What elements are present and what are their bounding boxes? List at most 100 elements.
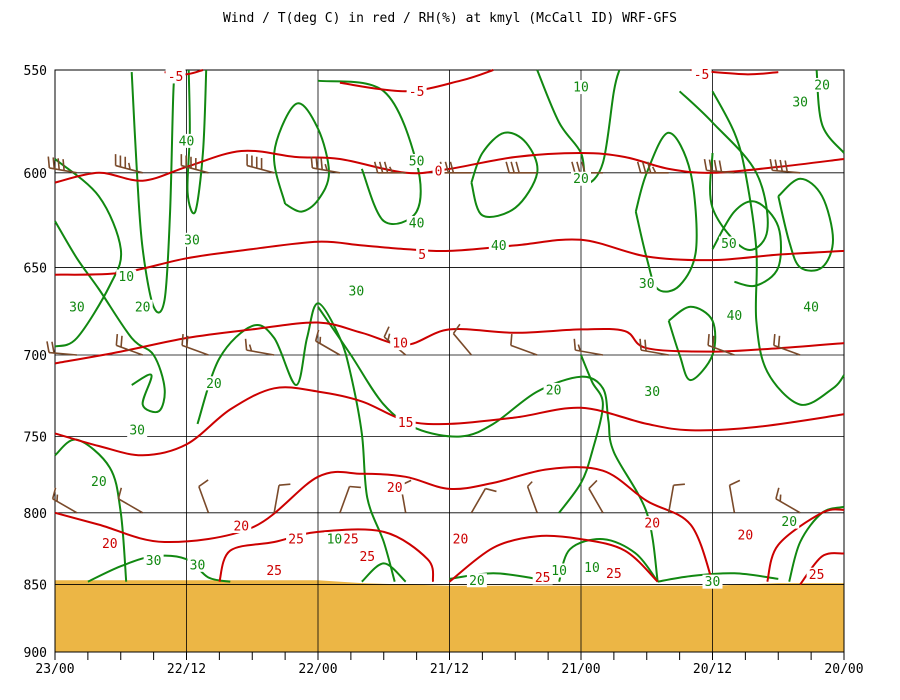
wind-barb <box>573 338 604 356</box>
temperature-contour-label: 20 <box>387 481 403 496</box>
y-tick-label: 550 <box>24 64 47 79</box>
wind-barb <box>244 338 275 356</box>
wind-barb <box>180 154 209 174</box>
contour-label-bg <box>450 532 471 547</box>
temperature-contour-label: 0 <box>435 164 443 179</box>
wind-barb <box>314 329 341 356</box>
wind-barb <box>639 338 669 356</box>
contour-label-bg <box>636 276 657 291</box>
contour-label-bg <box>88 474 109 489</box>
temperature-contour-label: 20 <box>453 533 469 548</box>
temperature-contour <box>54 238 845 276</box>
temperature-contour-label: 25 <box>809 568 825 583</box>
contour-label-bg <box>801 299 822 314</box>
contour-label-bg <box>718 236 739 251</box>
rh-contour <box>196 302 396 582</box>
temperature-contour-label: 25 <box>288 533 304 548</box>
rh-contour-label: 40 <box>491 239 507 254</box>
rh-contour-label: 30 <box>792 95 808 110</box>
wind-barb <box>246 154 275 174</box>
rh-contour-label: 10 <box>573 81 589 96</box>
contour-label-bg <box>340 532 361 547</box>
contour-label-bg <box>466 573 487 588</box>
rh-contour-label: 20 <box>814 78 830 93</box>
rh-contour-label: 30 <box>146 554 162 569</box>
chart-title: Wind / T(deg C) in red / RH(%) at kmyl (… <box>223 11 677 26</box>
contour-label-bg <box>691 67 712 82</box>
contour-label-bg <box>286 532 307 547</box>
rh-contour-label: 50 <box>409 154 425 169</box>
rh-contour-label: 50 <box>721 237 737 252</box>
rh-contour-label: 20 <box>573 172 589 187</box>
contour-label-bg <box>812 77 833 92</box>
wind-barb <box>339 485 361 514</box>
rh-contour <box>54 158 123 348</box>
wind-barb <box>452 323 473 356</box>
y-tick-label: 850 <box>24 578 47 593</box>
contour-label-bg <box>66 299 87 314</box>
contour-label-bg <box>702 574 723 589</box>
contour-label-bg <box>357 549 378 564</box>
rh-contour <box>667 305 717 382</box>
contour-label-bg <box>143 553 164 568</box>
x-tick-label: 22/12 <box>167 662 206 677</box>
wind-barb <box>115 333 143 356</box>
temperature-contour <box>448 534 659 583</box>
contour-label-bg <box>231 519 252 534</box>
contour-label-bg <box>790 94 811 109</box>
contour-label-bg <box>581 560 602 575</box>
wind-barb <box>588 479 604 514</box>
temperature-contour-label: -5 <box>168 70 184 85</box>
rh-contour-label: 20 <box>781 515 797 530</box>
rh-contour-label: 20 <box>135 300 151 315</box>
contour-label-bg <box>264 563 285 578</box>
temperature-contour <box>218 528 435 583</box>
contour-label-bg <box>432 163 445 178</box>
contour-label-bg <box>132 299 153 314</box>
temperature-contour-label: 15 <box>398 416 414 431</box>
contour-label-bg <box>806 567 827 582</box>
temperature-contour-label: 20 <box>738 528 754 543</box>
contour-label-bg <box>395 415 416 430</box>
rh-contour <box>54 438 128 582</box>
temperature-contour <box>766 508 845 582</box>
temperature-contour-label: 25 <box>359 550 375 565</box>
contour-label-bg <box>543 382 564 397</box>
temperature-contour-label: 20 <box>102 537 118 552</box>
wind-barb <box>707 333 735 356</box>
rh-contour-label: 30 <box>190 558 206 573</box>
rh-contour-label: 30 <box>349 284 365 299</box>
rh-contour-label: 30 <box>184 233 200 248</box>
temperature-contour-label: 10 <box>392 337 408 352</box>
wind-barb <box>510 333 538 356</box>
rh-contour-label: 20 <box>206 377 222 392</box>
rh-contour <box>130 69 177 314</box>
wind-barb <box>373 161 406 174</box>
wind-barb <box>181 333 209 356</box>
rh-contour-label: 10 <box>584 561 600 576</box>
contour-label-bg <box>99 536 120 551</box>
wind-barb <box>636 161 669 174</box>
contour-label-bg <box>532 570 553 585</box>
contour-label-bg <box>324 532 345 547</box>
rh-contour-label: 30 <box>129 424 145 439</box>
rh-contour <box>657 572 779 583</box>
rh-contour <box>558 538 659 583</box>
contour-label-bg <box>346 283 367 298</box>
x-tick-label: 21/12 <box>430 662 469 677</box>
wind-barb <box>114 154 143 174</box>
rh-contour-label: 10 <box>551 564 567 579</box>
rh-contour-label: 40 <box>803 300 819 315</box>
wind-barb <box>526 481 538 514</box>
rh-contour <box>317 306 659 582</box>
x-tick-label: 20/00 <box>824 662 863 677</box>
y-tick-label: 650 <box>24 261 47 276</box>
wind-barb <box>773 333 801 356</box>
rh-contour <box>54 220 166 414</box>
rh-contour-label: 20 <box>91 475 107 490</box>
contour-label-bg <box>203 376 224 391</box>
wind-barb <box>703 159 735 174</box>
rh-contour-label: 20 <box>546 383 562 398</box>
x-tick-label: 22/00 <box>298 662 337 677</box>
